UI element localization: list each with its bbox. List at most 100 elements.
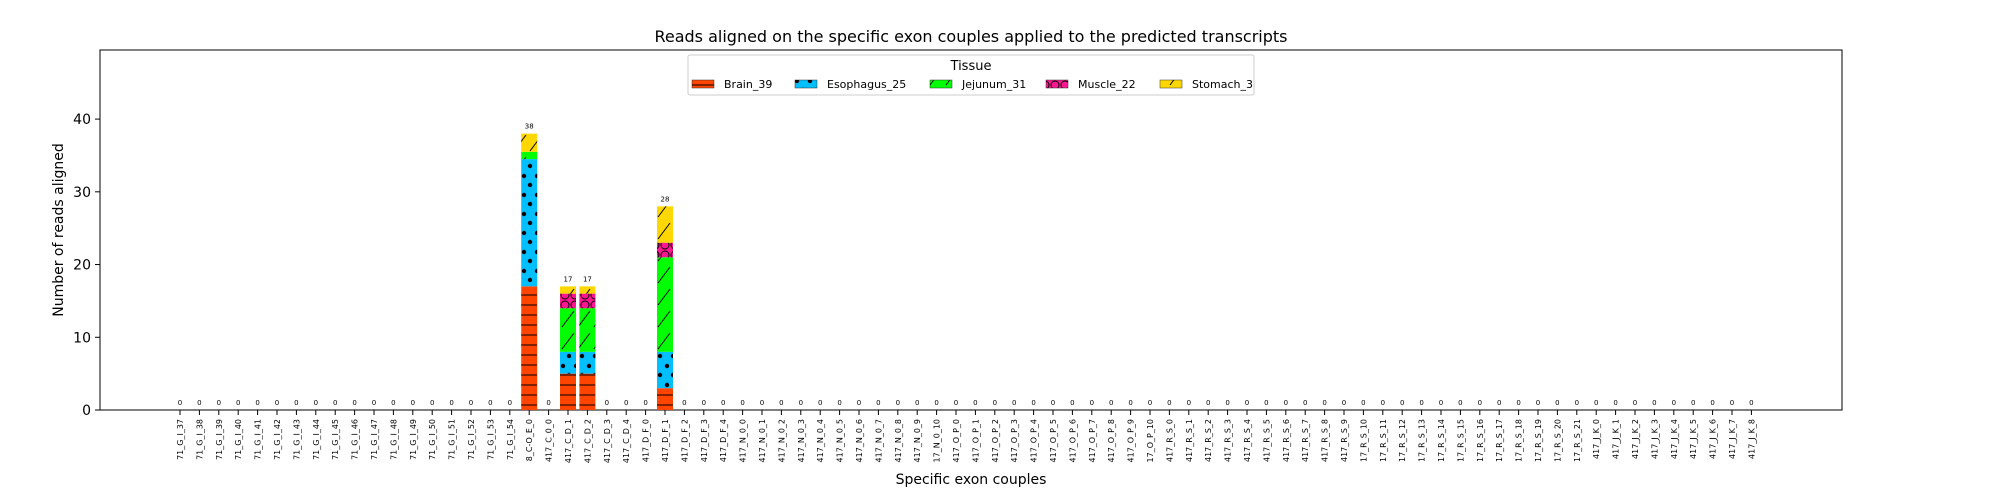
x-tick-label-71-g-i-41: 71_G_I_41 (254, 419, 263, 460)
total-label-417-r-s-9: 0 (1342, 399, 1346, 407)
total-label-417-d-f-0: 0 (643, 399, 647, 407)
total-label-417-o-p-3: 0 (1012, 399, 1016, 407)
total-label-417-c-0-0: 0 (546, 399, 550, 407)
x-tick-label-417-j-k-4: 417_J_K_4 (1670, 419, 1679, 459)
x-tick-label-417-j-k-1: 417_J_K_1 (1612, 419, 1621, 459)
bar-hatch-muscle-22-417-c-d-1 (560, 293, 576, 309)
total-label-417-j-k-4: 0 (1672, 399, 1676, 407)
legend-swatch-hatch-esophagus-25 (795, 80, 817, 88)
x-tick-label-417-o-p-6: 417_O_P_6 (1068, 419, 1077, 462)
total-label-417-r-s-6: 0 (1284, 399, 1288, 407)
x-tick-label-417-r-s-1: 417_R_S_1 (1185, 419, 1194, 462)
legend-label-jejunum-31: Jejunum_31 (961, 78, 1026, 91)
x-tick-label-417-r-s-3: 417_R_S_3 (1224, 419, 1233, 462)
total-label-417-d-f-1: 28 (661, 195, 670, 203)
plot-frame (99, 49, 1843, 411)
x-tick-label-71-g-i-44: 71_G_I_44 (312, 419, 321, 460)
total-label-417-n-0-3: 0 (799, 399, 803, 407)
x-tick-label-17-r-s-18: 17_R_S_18 (1515, 419, 1524, 462)
total-label-417-r-s-0: 0 (1167, 399, 1171, 407)
total-label-417-n-0-9: 0 (915, 399, 919, 407)
total-label-417-o-p-7: 0 (1090, 399, 1094, 407)
x-tick-label-71-g-i-54: 71_G_I_54 (506, 419, 515, 460)
total-label-417-d-f-4: 0 (721, 399, 725, 407)
total-label-417-n-0-7: 0 (876, 399, 880, 407)
x-tick-label-17-r-s-15: 17_R_S_15 (1456, 419, 1465, 462)
x-tick-label-417-n-0-8: 417_N_0_8 (894, 419, 903, 462)
total-label-417-j-k-1: 0 (1613, 399, 1617, 407)
bar-hatch-jejunum-31-417-c-d-1 (560, 308, 576, 352)
total-label-417-n-0-0: 0 (740, 399, 744, 407)
x-tick-label-417-n-0-7: 417_N_0_7 (874, 419, 883, 462)
total-label-17-r-s-10: 0 (1361, 399, 1365, 407)
x-tick-label-417-n-0-5: 417_N_0_5 (836, 419, 845, 462)
bar-hatch-stomach-3-417-c-d-2 (579, 286, 596, 294)
total-label-71-g-i-46: 0 (352, 399, 356, 407)
total-label-71-g-i-44: 0 (314, 399, 318, 407)
legend-swatch-hatch-jejunum-31 (930, 80, 952, 88)
x-tick-label-417-j-k-7: 417_J_K_7 (1728, 419, 1737, 459)
total-label-17-r-s-12: 0 (1400, 399, 1404, 407)
total-label-417-c-d-1: 17 (564, 275, 573, 283)
total-label-71-g-i-53: 0 (488, 399, 492, 407)
total-label-71-g-i-39: 0 (217, 399, 221, 407)
x-tick-label-417-o-p-1: 417_O_P_1 (971, 419, 980, 462)
total-label-71-g-i-52: 0 (469, 399, 473, 407)
total-label-417-n-0-1: 0 (760, 399, 764, 407)
total-label-17-n-0-10: 0 (934, 399, 938, 407)
x-tick-label-417-n-0-0: 417_N_0_0 (739, 419, 748, 462)
legend: Tissue Brain_39 Esophagus_25 Jejunum_31 Mus… (687, 54, 1255, 96)
x-tick-label-417-o-p-0: 417_O_P_0 (952, 419, 961, 462)
total-label-8-c-o-e-0: 38 (525, 123, 534, 131)
legend-entry-muscle-22: Muscle_22 (1045, 78, 1136, 91)
bar-hatch-esophagus-25-417-c-d-1 (560, 351, 576, 374)
total-label-417-j-k-2: 0 (1633, 399, 1637, 407)
x-tick-label-417-n-0-6: 417_N_0_6 (855, 419, 864, 462)
legend-swatch-hatch-brain-39 (692, 80, 714, 88)
total-label-71-g-i-47: 0 (372, 399, 376, 407)
x-tick-label-71-g-i-52: 71_G_I_52 (467, 419, 476, 460)
bar-hatch-stomach-3-417-d-f-1 (657, 206, 673, 243)
x-tick-label-71-g-i-37: 71_G_I_37 (176, 419, 185, 460)
x-tick-label-417-n-0-4: 417_N_0_4 (816, 419, 825, 462)
x-tick-label-417-o-p-2: 417_O_P_2 (991, 419, 1000, 462)
bar-hatch-brain-39-417-c-d-2 (579, 373, 596, 410)
x-tick-label-17-r-s-16: 17_R_S_16 (1476, 419, 1485, 462)
total-label-417-n-0-4: 0 (818, 399, 822, 407)
total-label-417-c-d-3: 0 (605, 399, 609, 407)
x-tick-label-417-j-k-3: 417_J_K_3 (1650, 419, 1659, 459)
total-label-417-r-s-8: 0 (1322, 399, 1326, 407)
total-label-71-g-i-48: 0 (391, 399, 395, 407)
total-label-417-j-k-0: 0 (1594, 399, 1598, 407)
total-label-417-r-s-2: 0 (1206, 399, 1210, 407)
total-label-417-r-s-3: 0 (1225, 399, 1229, 407)
x-axis-ticks: 71_G_I_37 71_G_I_38 71_G_I_39 71_G_I_40 71_G… (176, 410, 1756, 463)
x-tick-label-8-c-o-e-0: 8_C-O_E_0 (525, 419, 534, 461)
x-tick-label-417-o-p-9: 417_O_P_9 (1127, 419, 1136, 462)
total-label-417-o-p-4: 0 (1031, 399, 1035, 407)
x-tick-label-17-r-s-14: 17_R_S_14 (1437, 419, 1446, 462)
bar-hatch-muscle-22-417-d-f-1 (657, 242, 673, 258)
legend-label-muscle-22: Muscle_22 (1078, 78, 1136, 91)
x-tick-label-17-n-0-10: 17_N_0_10 (933, 419, 942, 462)
x-tick-label-417-r-s-8: 417_R_S_8 (1321, 419, 1330, 462)
total-label-417-j-k-7: 0 (1730, 399, 1734, 407)
total-label-17-r-s-11: 0 (1381, 399, 1385, 407)
total-label-71-g-i-51: 0 (449, 399, 453, 407)
total-label-17-r-s-17: 0 (1497, 399, 1501, 407)
y-tick-label: 40 (73, 112, 91, 128)
x-tick-label-417-d-f-3: 417_D_F_3 (700, 419, 709, 462)
total-label-71-g-i-40: 0 (236, 399, 240, 407)
x-tick-label-417-r-s-7: 417_R_S_7 (1301, 419, 1310, 462)
total-label-417-o-p-2: 0 (993, 399, 997, 407)
x-tick-label-71-g-i-39: 71_G_I_39 (215, 419, 224, 460)
x-tick-label-417-d-f-0: 417_D_F_0 (642, 419, 651, 462)
total-label-417-j-k-3: 0 (1652, 399, 1656, 407)
bar-hatch-jejunum-31-417-d-f-1 (657, 257, 673, 352)
total-label-417-n-0-2: 0 (779, 399, 783, 407)
legend-entry-stomach-3: Stomach_3 (1159, 78, 1253, 91)
total-label-71-g-i-49: 0 (411, 399, 415, 407)
bar-hatch-esophagus-25-417-d-f-1 (657, 351, 673, 389)
x-tick-label-17-r-s-10: 17_R_S_10 (1359, 419, 1368, 462)
